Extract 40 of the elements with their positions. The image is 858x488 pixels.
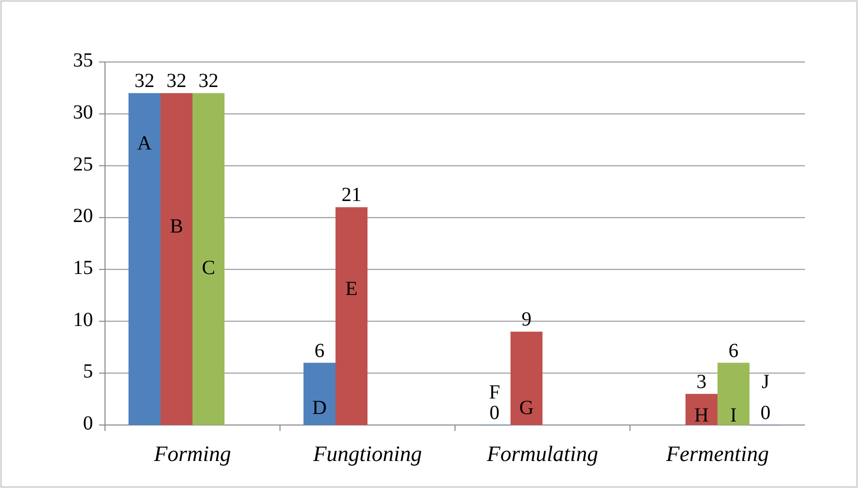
annotation: J: [762, 371, 770, 394]
data-label: 32: [134, 70, 154, 92]
bar: [128, 93, 160, 425]
data-label: 6: [314, 340, 324, 362]
annotation: A: [137, 132, 152, 155]
y-tick-label: 30: [73, 101, 93, 124]
annotation: F: [488, 381, 500, 404]
data-label: 32: [166, 70, 186, 92]
data-label: 0: [760, 402, 770, 424]
bar: [686, 394, 718, 425]
annotation: C: [202, 257, 216, 280]
bar: [160, 93, 192, 425]
y-tick-label: 20: [73, 205, 93, 228]
annotation: E: [345, 278, 358, 300]
annotation: I: [730, 404, 737, 426]
x-tick-label: Forming: [153, 441, 231, 466]
annotation: H: [694, 404, 709, 426]
x-tick-label: Fermenting: [665, 441, 769, 466]
bar: [192, 93, 224, 425]
annotation: B: [170, 216, 184, 238]
x-tick-label: Formulating: [486, 441, 598, 466]
data-label: 9: [522, 308, 532, 331]
bar: [718, 362, 750, 425]
data-label: 6: [728, 340, 738, 362]
bar: [304, 362, 336, 425]
y-tick-label: 5: [83, 360, 93, 383]
data-label: 32: [198, 70, 218, 92]
data-label: 3: [696, 370, 706, 393]
y-tick-label: 15: [73, 257, 93, 280]
x-tick-label: Fungtioning: [312, 441, 422, 466]
y-tick-label: 10: [73, 308, 93, 331]
y-tick-label: 35: [73, 50, 93, 72]
data-label: 21: [342, 184, 362, 206]
annotation: D: [312, 397, 327, 420]
bar: [336, 207, 368, 425]
y-tick-label: 25: [73, 153, 93, 176]
data-label: 0: [490, 402, 500, 424]
bar: [510, 332, 542, 425]
y-tick-label: 0: [83, 412, 93, 435]
annotation: G: [519, 397, 534, 420]
